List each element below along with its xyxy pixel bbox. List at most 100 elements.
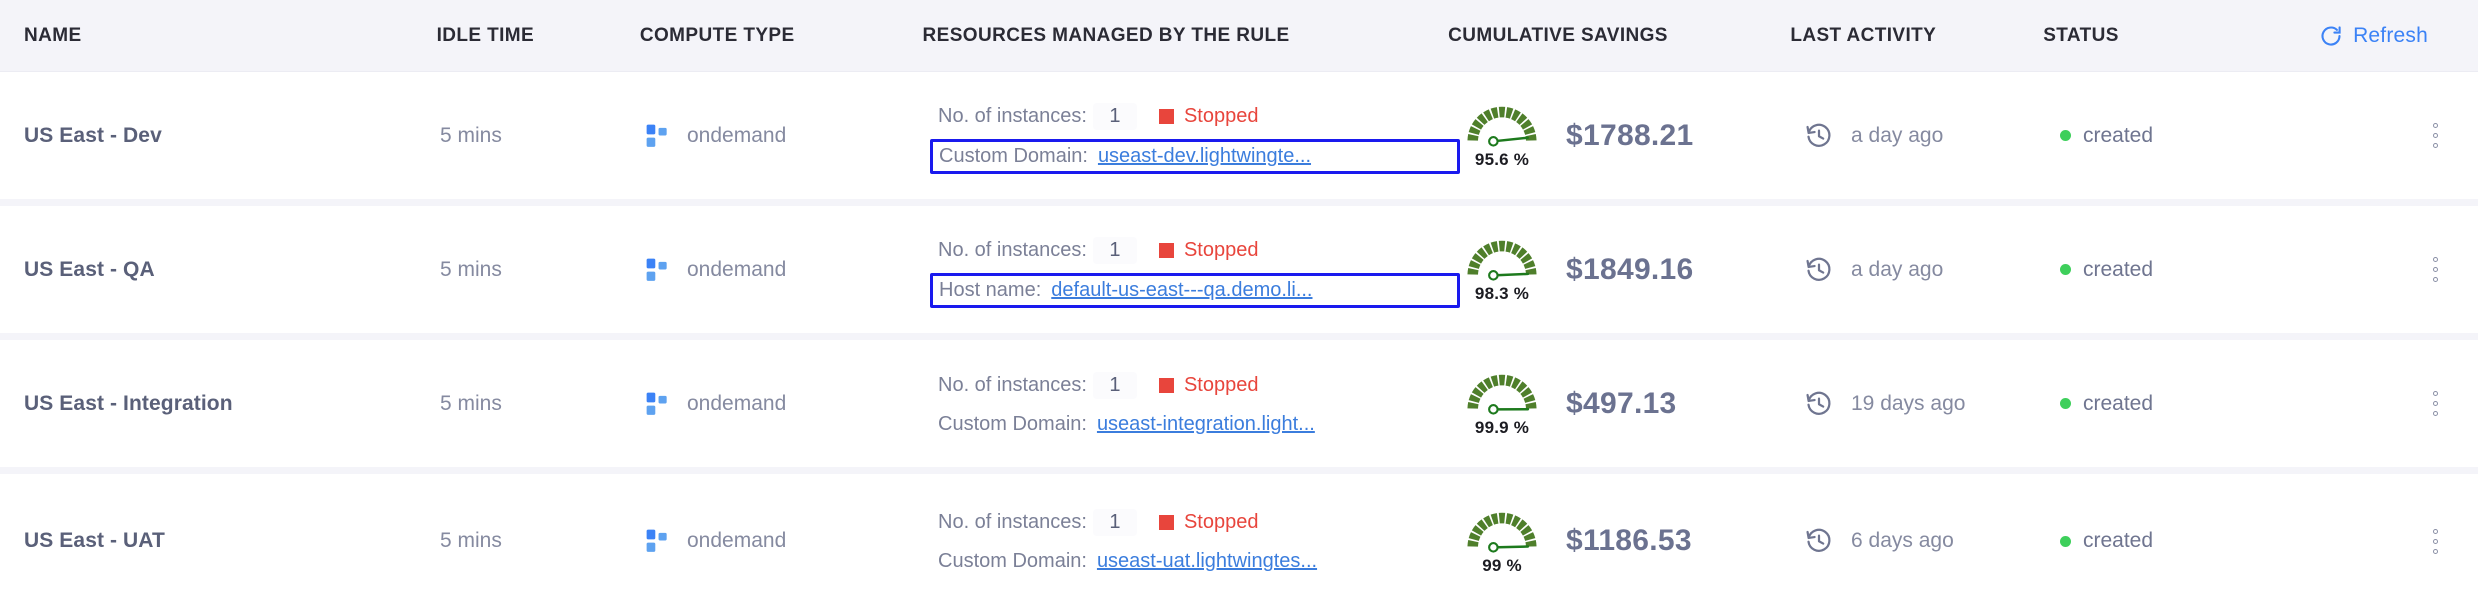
resource-detail-link[interactable]: useast-uat.lightwingtes... — [1096, 550, 1318, 572]
cell-resources: No. of instances: 1 Stopped Host name: d… — [930, 232, 1460, 308]
blocks-icon — [645, 123, 671, 149]
blocks-icon — [645, 257, 671, 283]
table-row[interactable]: US East - UAT 5 mins ondemand No. of ins… — [0, 474, 2478, 608]
header-actions: Refresh — [2266, 24, 2458, 48]
savings-gauge: 95.6 % — [1460, 101, 1544, 170]
savings-gauge: 98.3 % — [1460, 235, 1544, 304]
refresh-button[interactable]: Refresh — [2319, 24, 2428, 48]
status-dot-icon — [2060, 130, 2071, 141]
instances-label: No. of instances: — [938, 511, 1087, 533]
resource-detail-label: Custom Domain: — [938, 550, 1087, 572]
column-header-cumulative-savings[interactable]: CUMULATIVE SAVINGS — [1448, 24, 1668, 46]
table-header-row: NAME IDLE TIME COMPUTE TYPE RESOURCES MA… — [0, 0, 2478, 72]
instance-state-label: Stopped — [1183, 238, 1259, 261]
instances-count: 1 — [1092, 371, 1137, 399]
resource-detail-link[interactable]: useast-dev.lightwingte... — [1097, 144, 1312, 167]
cell-idle-time: 5 mins — [440, 257, 502, 281]
cell-idle-time: 5 mins — [440, 391, 502, 415]
kebab-menu-icon[interactable] — [2423, 385, 2448, 422]
column-header-resources[interactable]: RESOURCES MANAGED BY THE RULE — [922, 24, 1290, 46]
status-dot-icon — [2060, 398, 2071, 409]
last-activity-text: a day ago — [1851, 257, 1944, 281]
instances-count: 1 — [1092, 102, 1137, 130]
instance-state-badge: Stopped — [1158, 374, 1258, 397]
cell-status: created — [2060, 392, 2285, 416]
compute-type-label: ondemand — [687, 123, 787, 147]
savings-gauge: 99.9 % — [1460, 369, 1544, 438]
savings-amount: $497.13 — [1566, 386, 1677, 420]
savings-amount: $1849.16 — [1566, 252, 1694, 286]
resource-detail-line[interactable]: Custom Domain: useast-dev.lightwingte... — [930, 138, 1460, 174]
gauge-icon — [1460, 235, 1544, 283]
cell-rule-name[interactable]: US East - Integration — [24, 391, 233, 415]
instances-label: No. of instances: — [938, 238, 1087, 261]
status-badge: created — [2083, 257, 2154, 281]
history-clock-icon — [1805, 527, 1833, 555]
resource-detail-link[interactable]: default-us-east---qa.demo.li... — [1051, 278, 1313, 301]
status-badge: created — [2083, 529, 2154, 552]
resource-detail-link[interactable]: useast-integration.light... — [1096, 412, 1315, 435]
column-header-idle-time[interactable]: IDLE TIME — [436, 24, 535, 46]
column-header-name[interactable]: NAME — [24, 24, 82, 46]
savings-amount: $1186.53 — [1566, 524, 1692, 557]
cell-last-activity: a day ago — [1805, 122, 2060, 150]
gauge-percent-label: 98.3 % — [1474, 284, 1530, 303]
cell-cumulative-savings: 99 % $1186.53 — [1460, 507, 1805, 576]
cell-status: created — [2060, 529, 2285, 553]
cell-last-activity: a day ago — [1805, 256, 2060, 284]
cell-compute-type: ondemand — [645, 391, 930, 417]
column-header-compute-type[interactable]: COMPUTE TYPE — [639, 24, 795, 46]
table-row[interactable]: US East - Integration 5 mins ondemand No… — [0, 340, 2478, 474]
refresh-icon — [2319, 24, 2343, 48]
blocks-icon — [645, 391, 671, 417]
kebab-menu-icon[interactable] — [2423, 117, 2448, 154]
last-activity-text: a day ago — [1851, 123, 1944, 147]
gauge-percent-label: 99 % — [1482, 555, 1522, 575]
resource-detail-line[interactable]: Custom Domain: useast-integration.light.… — [930, 408, 1460, 441]
stopped-square-icon — [1158, 377, 1174, 393]
instances-count: 1 — [1092, 509, 1137, 536]
status-badge: created — [2083, 391, 2154, 415]
instances-line: No. of instances: 1 Stopped — [930, 504, 1460, 541]
column-header-status[interactable]: STATUS — [2043, 24, 2119, 46]
resource-detail-label: Host name: — [939, 278, 1042, 301]
instances-count: 1 — [1092, 236, 1137, 264]
table-row[interactable]: US East - Dev 5 mins ondemand No. of ins… — [0, 72, 2478, 206]
instance-state-label: Stopped — [1183, 104, 1259, 127]
table-row[interactable]: US East - QA 5 mins ondemand No. of inst… — [0, 206, 2478, 340]
cell-row-actions — [2285, 523, 2478, 560]
table-body: US East - Dev 5 mins ondemand No. of ins… — [0, 72, 2478, 608]
kebab-menu-icon[interactable] — [2423, 523, 2448, 560]
resource-detail-line[interactable]: Custom Domain: useast-uat.lightwingtes..… — [930, 545, 1460, 578]
cell-resources: No. of instances: 1 Stopped Custom Domai… — [930, 98, 1460, 174]
kebab-menu-icon[interactable] — [2423, 251, 2448, 288]
status-badge: created — [2083, 123, 2154, 147]
cell-resources: No. of instances: 1 Stopped Custom Domai… — [930, 367, 1460, 441]
last-activity-text: 19 days ago — [1851, 391, 1966, 415]
cell-rule-name[interactable]: US East - QA — [24, 257, 155, 281]
resource-detail-label: Custom Domain: — [939, 144, 1088, 167]
history-clock-icon — [1805, 390, 1833, 418]
refresh-label: Refresh — [2353, 23, 2428, 47]
savings-amount: $1788.21 — [1566, 118, 1694, 152]
compute-type-label: ondemand — [687, 529, 787, 552]
history-clock-icon — [1805, 122, 1833, 150]
gauge-percent-label: 95.6 % — [1474, 150, 1530, 169]
column-header-last-activity[interactable]: LAST ACTIVITY — [1790, 24, 1937, 46]
cell-compute-type: ondemand — [645, 528, 930, 554]
gauge-icon — [1460, 507, 1544, 555]
instances-line: No. of instances: 1 Stopped — [930, 98, 1460, 135]
cell-idle-time: 5 mins — [440, 123, 502, 147]
cell-rule-name[interactable]: US East - Dev — [24, 123, 162, 147]
cell-rule-name[interactable]: US East - UAT — [24, 529, 165, 552]
status-dot-icon — [2060, 535, 2071, 547]
cell-compute-type: ondemand — [645, 257, 930, 283]
last-activity-text: 6 days ago — [1851, 529, 1954, 552]
compute-type-label: ondemand — [687, 257, 787, 281]
gauge-percent-label: 99.9 % — [1474, 418, 1530, 437]
stopped-square-icon — [1158, 242, 1174, 258]
resource-detail-line[interactable]: Host name: default-us-east---qa.demo.li.… — [930, 272, 1460, 308]
cell-row-actions — [2285, 117, 2478, 154]
instances-line: No. of instances: 1 Stopped — [930, 367, 1460, 404]
instance-state-badge: Stopped — [1158, 238, 1259, 262]
